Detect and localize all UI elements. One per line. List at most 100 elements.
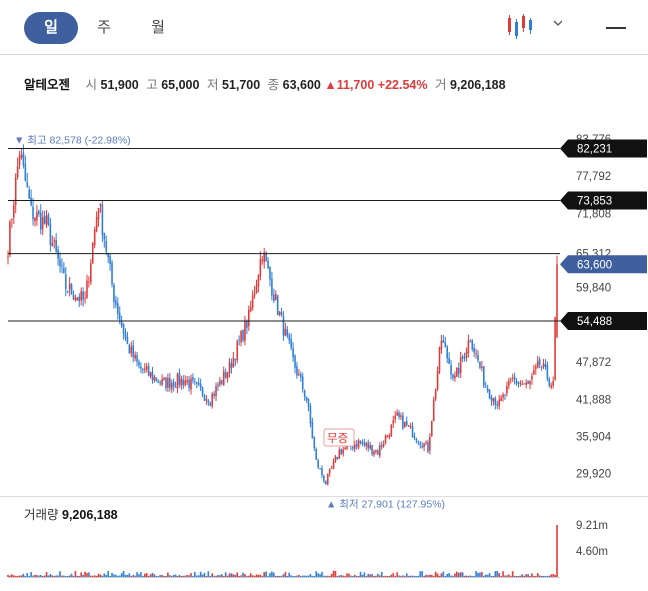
candle-body: [286, 329, 289, 336]
volume-bar: [192, 575, 194, 577]
candle-body: [361, 442, 364, 444]
volume-bar: [174, 574, 177, 577]
candle-body: [255, 284, 258, 294]
candle-body: [132, 345, 135, 358]
candle-body: [242, 329, 244, 341]
volume-bar: [367, 573, 370, 577]
volume-bar: [508, 574, 510, 577]
candle-body: [344, 448, 346, 450]
tab-day[interactable]: 일: [24, 12, 78, 44]
volume-bar: [355, 575, 358, 577]
candle-body: [457, 368, 460, 375]
menu-icon[interactable]: [606, 27, 626, 29]
candle-body: [99, 203, 102, 206]
volume-bar: [415, 575, 418, 577]
volume-bar: [57, 575, 59, 577]
candle-body: [103, 232, 106, 240]
candle-body: [386, 435, 389, 438]
candle-body: [525, 382, 527, 385]
volume-bar: [265, 571, 267, 577]
volume-bar: [45, 572, 48, 577]
volume-bar: [39, 575, 42, 577]
volume-bar: [34, 574, 36, 577]
candle-body: [296, 366, 298, 376]
volume-bar: [461, 572, 464, 577]
volume-bar: [211, 573, 213, 577]
volume-bar: [407, 575, 410, 577]
candle-body: [153, 376, 156, 381]
candle-body: [180, 378, 183, 386]
volume-bar: [552, 574, 554, 577]
volume-bar: [448, 573, 450, 577]
candle-body: [415, 438, 418, 441]
volume-bar: [43, 575, 46, 577]
volume-bar: [180, 575, 183, 577]
volume-bar: [442, 571, 445, 577]
candle-body: [419, 443, 422, 445]
candle-body: [427, 441, 429, 452]
candle-body: [405, 421, 408, 426]
candle-body: [409, 425, 412, 427]
candle-body: [12, 205, 15, 218]
candle-body: [257, 275, 260, 287]
candle-body: [246, 320, 248, 329]
candle-body: [151, 371, 154, 381]
volume-bar: [486, 574, 489, 577]
volume-bar: [215, 575, 217, 577]
candle-body: [105, 240, 108, 252]
candle-body: [14, 177, 17, 206]
candle-body: [508, 380, 510, 386]
candle-body: [328, 469, 331, 474]
candle-body: [490, 397, 493, 401]
candle-body: [117, 303, 119, 315]
candle-body: [234, 358, 237, 361]
volume-bar: [149, 574, 152, 577]
volume-bar: [475, 571, 477, 577]
y-tick-label: 59,840: [576, 283, 611, 295]
volume-bar: [394, 575, 396, 577]
volume-bar: [107, 571, 109, 577]
candle-body: [300, 374, 302, 378]
volume-bar: [274, 575, 277, 577]
tab-month[interactable]: 월: [151, 19, 165, 36]
candle-body: [253, 293, 256, 296]
volume-bar: [423, 575, 425, 577]
volume-bar: [459, 572, 462, 577]
candle-body: [332, 461, 335, 469]
candle-body: [444, 342, 447, 347]
volume-bar: [346, 573, 348, 577]
candle-body: [72, 294, 75, 300]
tab-week[interactable]: 주: [97, 19, 111, 36]
volume-bar: [444, 575, 447, 577]
candle-body: [159, 382, 161, 384]
candle-body: [155, 377, 158, 382]
volume-bar: [136, 572, 138, 577]
y-tick-label: 41,888: [576, 394, 611, 406]
candle-body: [47, 214, 50, 225]
candle-body: [515, 381, 518, 384]
volume-bar: [95, 575, 98, 577]
candle-body: [357, 440, 360, 448]
volume-bar: [14, 575, 17, 577]
volume-bar: [63, 575, 65, 577]
volume-bar: [68, 575, 71, 577]
volume-bar: [392, 573, 395, 577]
candle-body: [215, 386, 217, 397]
volume-bar: [361, 574, 364, 577]
volume-bar: [288, 572, 291, 577]
candle-body: [413, 436, 416, 439]
volume-bar: [542, 575, 545, 577]
volume-bar: [113, 574, 115, 577]
volume-bar: [513, 575, 516, 577]
volume-bar: [434, 571, 437, 577]
volume-bar: [101, 575, 104, 577]
candle-body: [546, 365, 549, 379]
candle-body: [309, 405, 312, 424]
chart-type-selector[interactable]: [502, 10, 562, 44]
volume-bar: [550, 574, 553, 577]
candle-body: [473, 347, 475, 353]
candle-body: [456, 367, 458, 377]
candle-body: [440, 340, 443, 350]
volume-bar: [126, 574, 129, 577]
